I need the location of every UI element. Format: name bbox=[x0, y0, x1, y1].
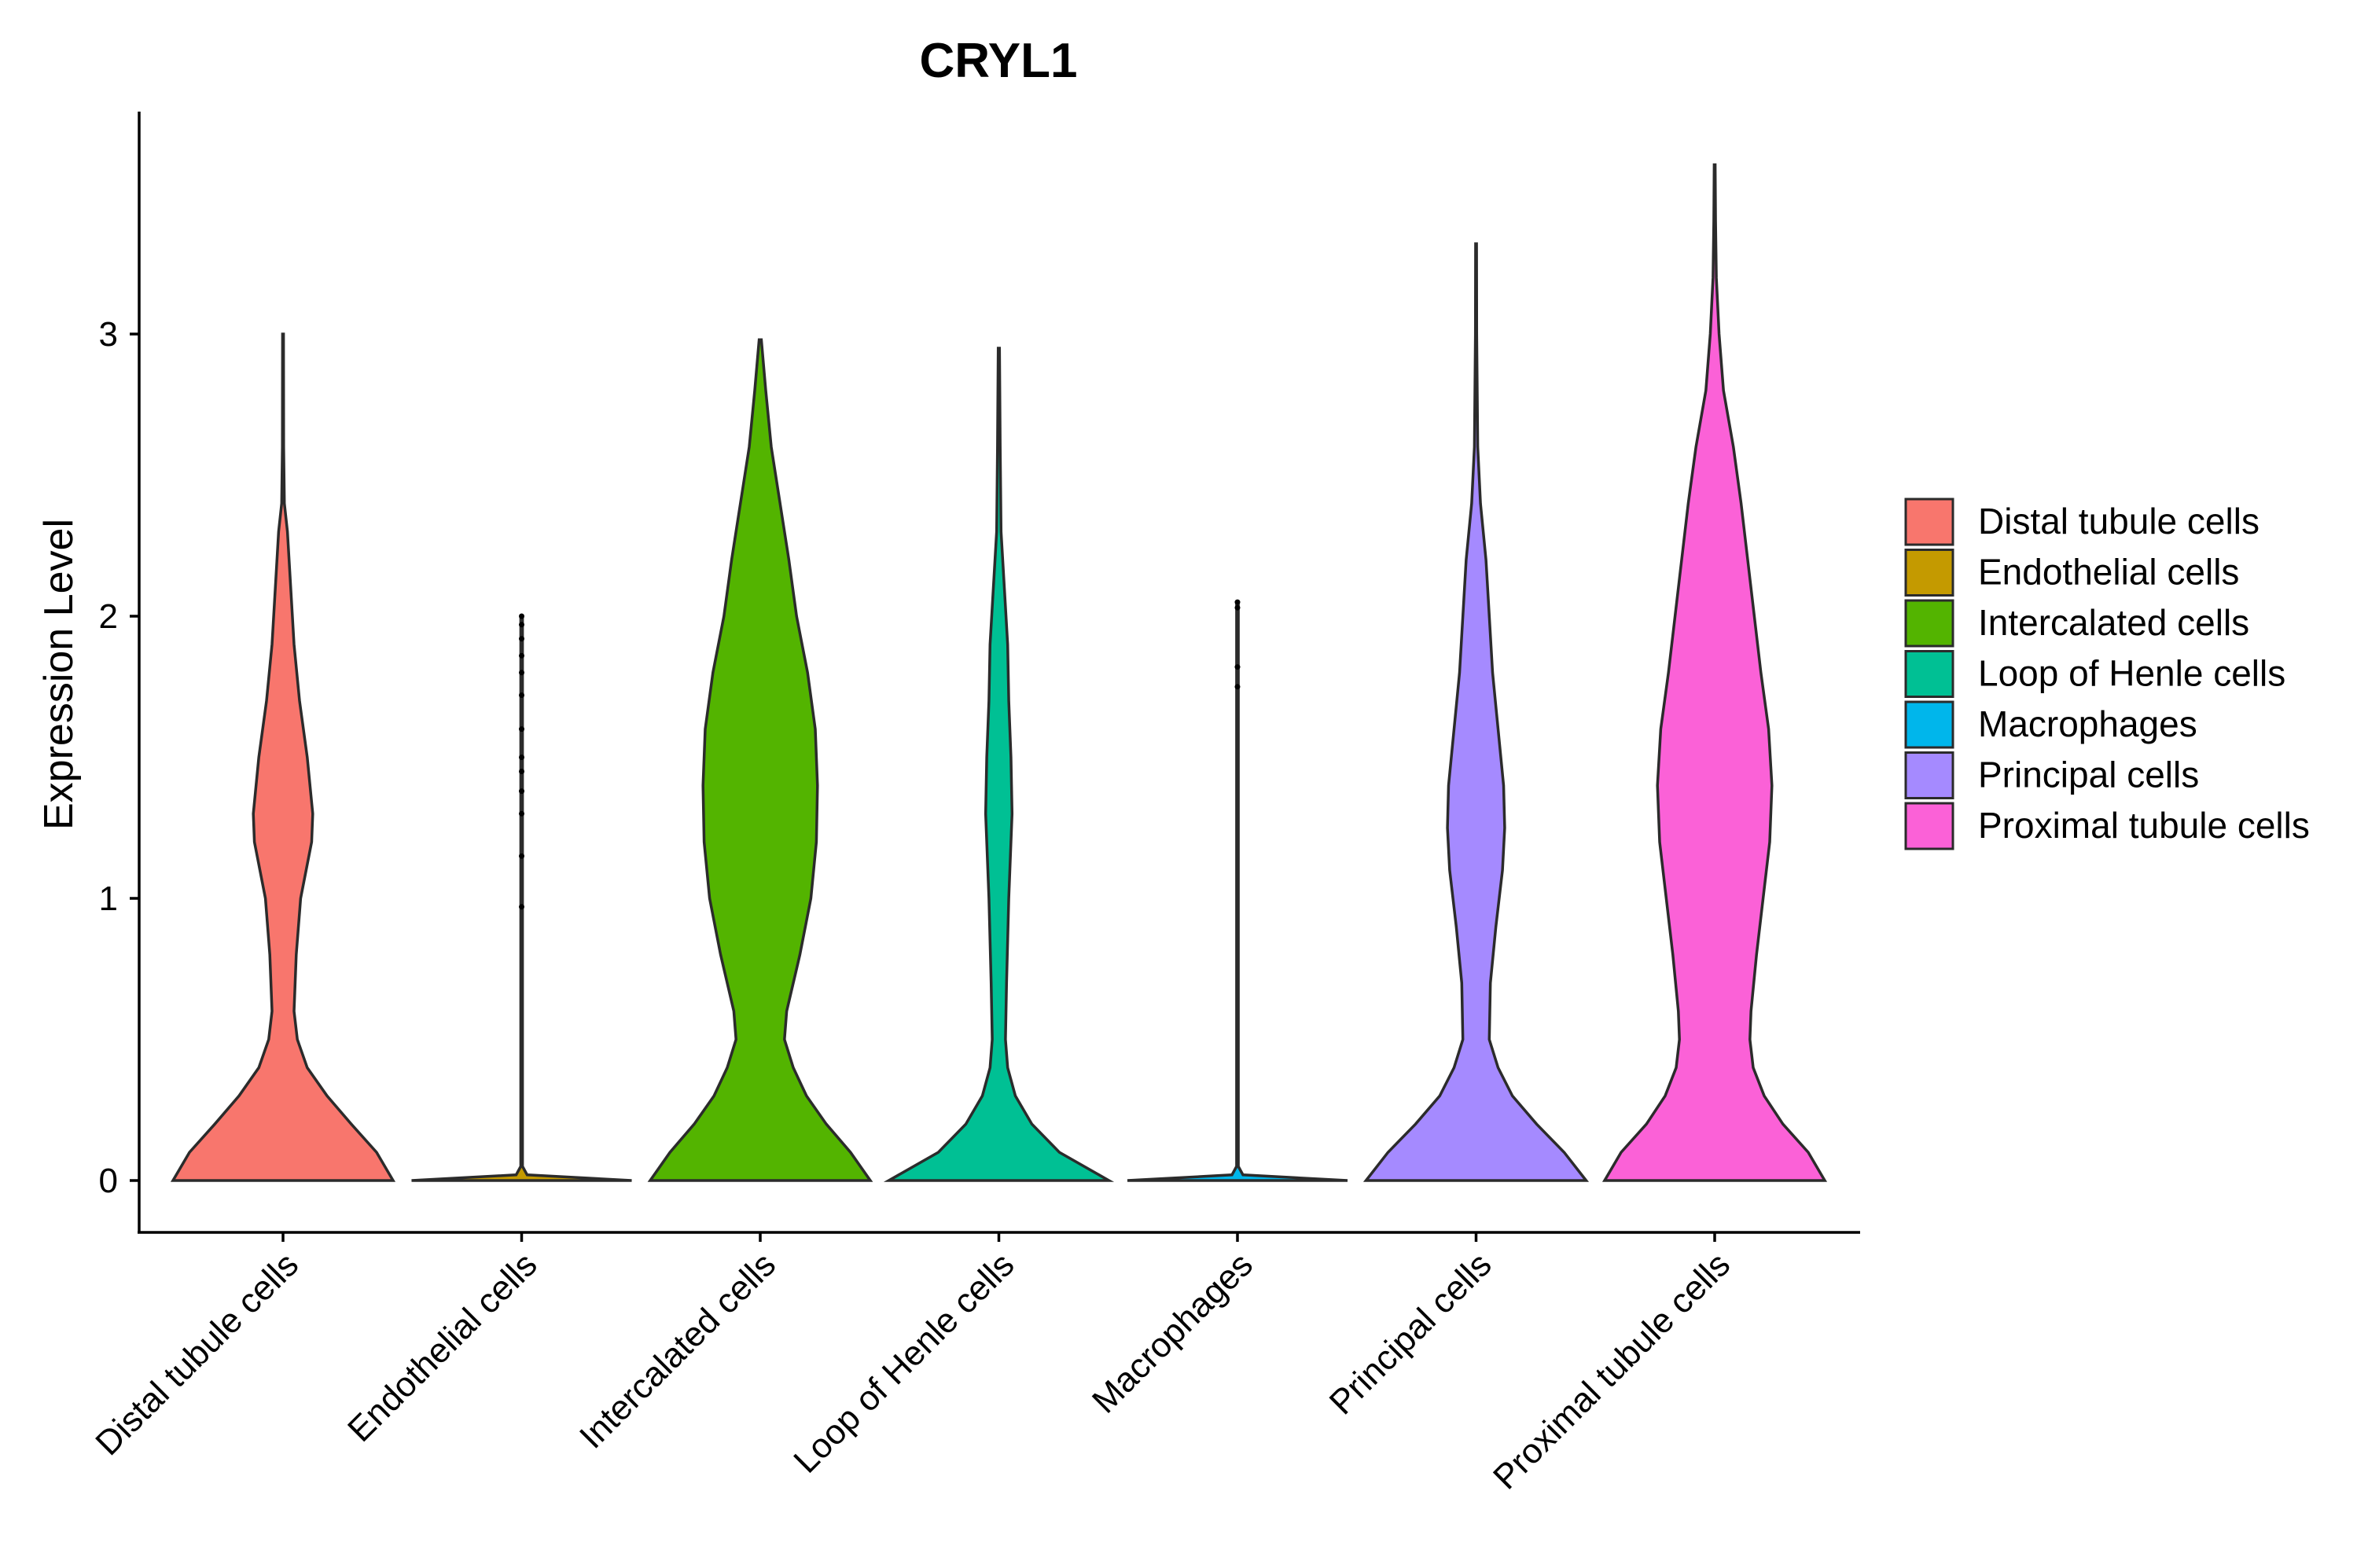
legend-label-principal-cells: Principal cells bbox=[1978, 755, 2199, 795]
jitter-points-group bbox=[519, 599, 1241, 910]
violin-endothelial-cells bbox=[411, 615, 632, 1182]
jitter-point-endothelial-cells-8 bbox=[519, 670, 524, 676]
legend-swatch-distal-tubule-cells bbox=[1904, 498, 1954, 546]
legend-label-macrophages: Macrophages bbox=[1978, 703, 2197, 744]
y-tick-label-0: 0 bbox=[99, 1162, 118, 1200]
x-tick-label-loop-of-henle-cells: Loop of Henle cells bbox=[786, 1245, 1021, 1480]
jitter-point-endothelial-cells-1 bbox=[519, 853, 524, 859]
x-tick-label-proximal-tubule-cells: Proximal tubule cells bbox=[1486, 1245, 1737, 1496]
violin-proximal-tubule-cells bbox=[1601, 163, 1828, 1182]
jitter-point-macrophages-1 bbox=[1234, 664, 1241, 670]
x-tick-label-endothelial-cells: Endothelial cells bbox=[340, 1245, 544, 1449]
jitter-point-endothelial-cells-6 bbox=[519, 726, 524, 733]
jitter-point-macrophages-0 bbox=[1234, 684, 1241, 690]
jitter-point-endothelial-cells-0 bbox=[519, 904, 524, 910]
legend-label-distal-tubule-cells: Distal tubule cells bbox=[1978, 501, 2260, 542]
jitter-point-endothelial-cells-12 bbox=[519, 613, 524, 619]
jitter-point-endothelial-cells-11 bbox=[519, 622, 524, 628]
legend-label-endothelial-cells: Endothelial cells bbox=[1978, 552, 2239, 593]
legend-swatch-principal-cells bbox=[1904, 751, 1954, 799]
jitter-point-endothelial-cells-5 bbox=[519, 755, 524, 760]
legend-swatch-intercalated-cells bbox=[1904, 599, 1954, 648]
jitter-point-macrophages-2 bbox=[1234, 604, 1241, 611]
jitter-point-endothelial-cells-2 bbox=[519, 810, 524, 817]
x-axis-ticks: Distal tubule cells Endothelial cells Inte… bbox=[88, 1232, 1737, 1496]
y-tick-label-3: 3 bbox=[99, 315, 118, 354]
x-tick-label-macrophages: Macrophages bbox=[1085, 1245, 1260, 1420]
jitter-point-endothelial-cells-7 bbox=[519, 692, 524, 698]
y-axis-title: Expression Level bbox=[36, 519, 82, 830]
legend: Distal tubule cells Endothelial cells Inte… bbox=[1904, 498, 2310, 850]
x-tick-label-distal-tubule-cells: Distal tubule cells bbox=[88, 1245, 306, 1463]
legend-swatch-macrophages bbox=[1904, 700, 1954, 749]
y-tick-label-1: 1 bbox=[99, 879, 118, 918]
legend-label-proximal-tubule-cells: Proximal tubule cells bbox=[1978, 805, 2310, 846]
jitter-point-endothelial-cells-3 bbox=[519, 788, 524, 795]
jitter-point-endothelial-cells-10 bbox=[519, 636, 524, 642]
legend-swatch-loop-of-henle-cells bbox=[1904, 650, 1954, 698]
violin-loop-of-henle-cells bbox=[883, 347, 1115, 1182]
legend-label-intercalated-cells: Intercalated cells bbox=[1978, 602, 2249, 643]
y-axis-ticks: 0 1 2 3 bbox=[99, 315, 139, 1200]
y-tick-label-2: 2 bbox=[99, 597, 118, 636]
jitter-point-endothelial-cells-9 bbox=[519, 652, 524, 659]
violin-group bbox=[170, 163, 1828, 1182]
violin-principal-cells bbox=[1362, 242, 1590, 1182]
x-tick-label-principal-cells: Principal cells bbox=[1322, 1245, 1499, 1422]
violin-distal-tubule-cells bbox=[170, 332, 396, 1182]
legend-swatch-endothelial-cells bbox=[1904, 549, 1954, 597]
jitter-point-macrophages-3 bbox=[1234, 599, 1241, 605]
legend-swatch-proximal-tubule-cells bbox=[1904, 802, 1954, 850]
legend-label-loop-of-henle-cells: Loop of Henle cells bbox=[1978, 653, 2285, 694]
violin-intercalated-cells bbox=[647, 338, 873, 1182]
x-tick-label-intercalated-cells: Intercalated cells bbox=[572, 1245, 783, 1456]
chart-title: CRYL1 bbox=[920, 34, 1078, 88]
jitter-point-endothelial-cells-4 bbox=[519, 769, 524, 774]
